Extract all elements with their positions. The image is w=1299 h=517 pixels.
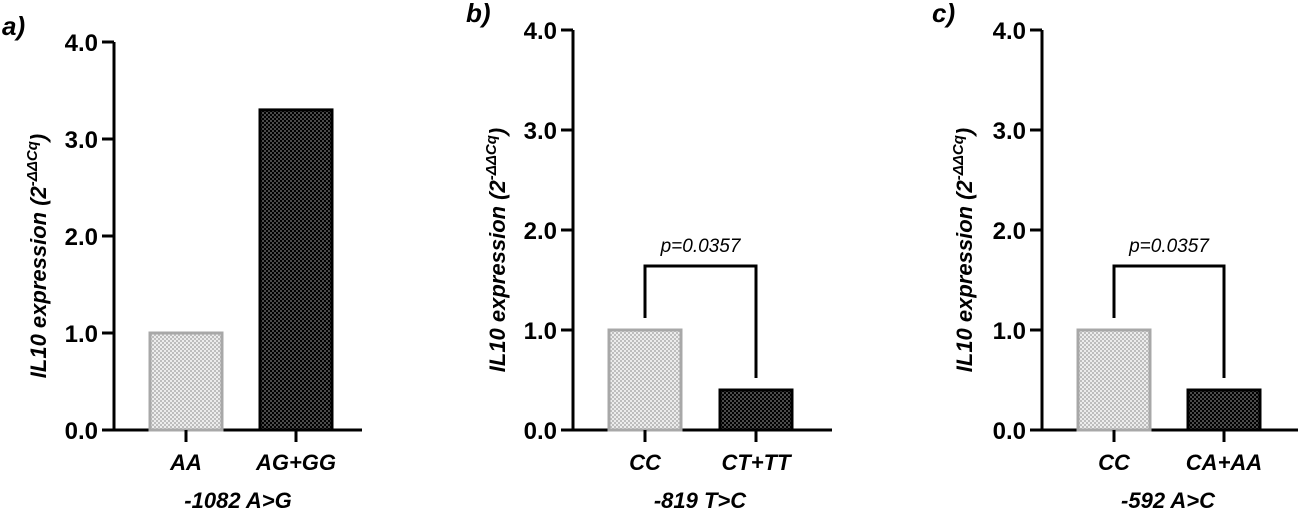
y-tick-label: 1.0 — [993, 318, 1026, 345]
chart-panel-3: c) 0.0 1.0 2.0 3.0 4.0 CC CA+AA -592 A>C IL10 exp… — [932, 0, 1298, 513]
y-axis-label: IL10 expression (2-ΔΔCq) — [483, 128, 510, 372]
p-value-label: p=0.0357 — [1128, 236, 1210, 257]
panel-label: a) — [2, 11, 25, 41]
y-axis-label-main: IL10 expression (2 — [485, 179, 510, 372]
y-tick-label: 1.0 — [524, 318, 557, 345]
y-tick-label: 3.0 — [65, 127, 98, 154]
p-value-label: p=0.0357 — [660, 236, 742, 257]
y-axis-label-superscript: -ΔΔCq — [950, 135, 967, 180]
y-axis-label-close: ) — [952, 128, 977, 137]
x-category-label: CC — [629, 450, 662, 475]
panel-label: c) — [932, 0, 955, 28]
chart-panel-1: a) 0.0 1.0 2.0 3.0 4.0 AA AG+GG -1082 A>G IL10 ex… — [2, 11, 362, 513]
bar — [1186, 388, 1262, 432]
x-category-label: AA — [169, 450, 202, 475]
x-category-label: CA+AA — [1186, 450, 1262, 475]
x-axis-label: -1082 A>G — [184, 488, 291, 512]
significance-bracket — [643, 264, 758, 378]
y-tick-label: 4.0 — [993, 18, 1026, 45]
y-axis-label-main: IL10 expression (2 — [26, 185, 51, 378]
chart-panel-2: b) 0.0 1.0 2.0 3.0 4.0 CC CT+TT -819 T>C IL10 exp… — [466, 0, 832, 513]
y-tick-label: 4.0 — [524, 18, 557, 45]
significance-bracket — [1112, 264, 1226, 378]
y-axis-label-superscript: -ΔΔCq — [483, 135, 500, 180]
y-axis-label-main: IL10 expression (2 — [952, 179, 977, 372]
y-tick-label: 2.0 — [65, 224, 98, 251]
y-tick-label: 3.0 — [993, 118, 1026, 145]
x-axis-label: -819 T>C — [654, 488, 747, 512]
bar — [1076, 328, 1152, 432]
y-tick-label: 0.0 — [524, 418, 557, 445]
y-axis-label: IL10 expression (2-ΔΔCq) — [950, 128, 977, 372]
y-tick-label: 2.0 — [524, 218, 557, 245]
y-tick-label: 1.0 — [65, 321, 98, 348]
x-category-label: AG+GG — [255, 450, 336, 475]
y-axis-label-close: ) — [26, 134, 51, 143]
y-tick-label: 0.0 — [993, 418, 1026, 445]
bar — [148, 331, 224, 432]
bar — [718, 388, 794, 432]
x-category-label: CC — [1098, 450, 1131, 475]
y-axis-label: IL10 expression (2-ΔΔCq) — [24, 134, 51, 378]
y-tick-label: 3.0 — [524, 118, 557, 145]
x-category-label: CT+TT — [721, 450, 792, 475]
y-tick-label: 0.0 — [65, 418, 98, 445]
y-axis-label-close: ) — [485, 128, 510, 137]
panel-label: b) — [466, 0, 491, 28]
bar — [258, 108, 334, 432]
x-axis-label: -592 A>C — [1121, 488, 1216, 512]
y-axis-label-superscript: -ΔΔCq — [24, 141, 41, 186]
bar — [607, 328, 683, 432]
y-tick-label: 2.0 — [993, 218, 1026, 245]
y-tick-label: 4.0 — [65, 30, 98, 57]
